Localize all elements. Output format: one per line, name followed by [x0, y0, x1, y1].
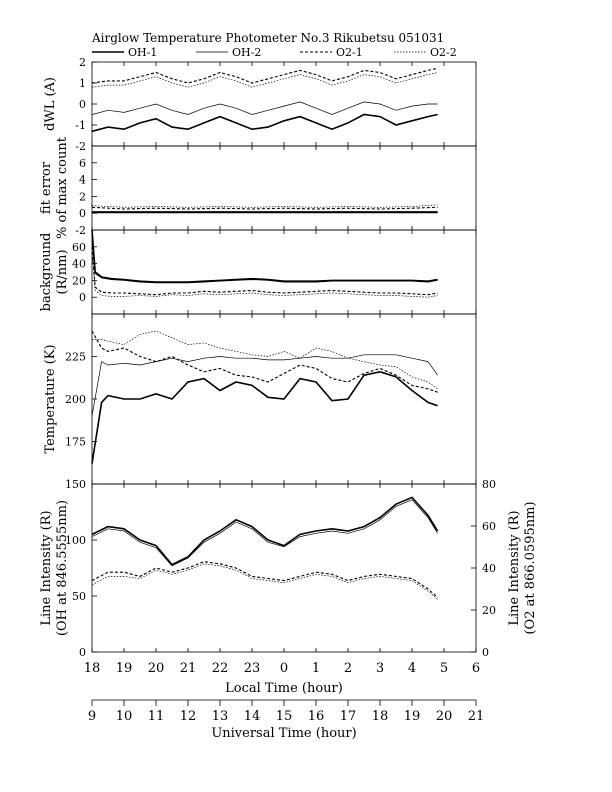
- legend-label-o2-1: O2-1: [336, 46, 363, 59]
- universal-time-tick-label: 18: [372, 709, 389, 724]
- y-tick-label: -1: [75, 119, 86, 132]
- series-line-oh-1: [91, 370, 438, 464]
- local-time-tick-label: 18: [84, 661, 101, 676]
- series-line-o2-2: [92, 330, 438, 390]
- y-tick-label: 6: [79, 157, 86, 170]
- chart-title: Airglow Temperature Photometer No.3 Riku…: [91, 31, 444, 45]
- universal-time-tick-label: 12: [180, 709, 197, 724]
- local-time-tick-label: 22: [212, 661, 229, 676]
- y-axis-label: Temperature (K): [43, 344, 58, 453]
- universal-time-tick-label: 20: [436, 709, 453, 724]
- local-time-tick-label: 1: [312, 661, 320, 676]
- local-time-tick-label: 21: [180, 661, 197, 676]
- universal-time-tick-label: 13: [212, 709, 229, 724]
- y-axis-label-2: (OH at 846.5555nm): [55, 500, 70, 636]
- local-time-tick-label: 0: [280, 661, 288, 676]
- local-time-tick-label: 19: [116, 661, 133, 676]
- local-time-tick-label: 5: [440, 661, 448, 676]
- y-tick-label: -2: [75, 224, 86, 237]
- legend-label-oh-2: OH-2: [232, 46, 261, 59]
- y-tick-label: 1: [79, 77, 86, 90]
- y-right-tick-label: 40: [482, 562, 496, 575]
- y-tick-label: 0: [79, 646, 86, 659]
- universal-time-tick-label: 11: [148, 709, 165, 724]
- series-line-o2-1: [91, 206, 438, 210]
- legend-label-oh-1: OH-1: [128, 46, 157, 59]
- local-time-tick-label: 6: [472, 661, 480, 676]
- series-line-oh-2: [91, 499, 438, 567]
- y-tick-label: 0: [79, 207, 86, 220]
- universal-time-tick-label: 19: [404, 709, 421, 724]
- local-time-tick-label: 3: [376, 661, 384, 676]
- y-right-tick-label: 0: [482, 646, 489, 659]
- y-axis-label-2: (R/nm): [55, 249, 70, 294]
- universal-time-tick-label: 9: [88, 709, 96, 724]
- y-tick-label: 2: [79, 190, 86, 203]
- y-axis-label-2: % of max count: [55, 136, 70, 239]
- y-axis-label: dWL (A): [43, 77, 58, 131]
- y-right-tick-label: 60: [482, 520, 496, 533]
- series-line-o2-1: [91, 330, 438, 393]
- y-tick-label: 175: [65, 436, 86, 449]
- local-time-axis-label: Local Time (hour): [225, 681, 343, 696]
- panel-frame: [91, 145, 477, 231]
- y-tick-label: 150: [65, 478, 86, 491]
- y-tick-label: 200: [65, 393, 86, 406]
- series-line-oh-2: [91, 234, 438, 284]
- series-line-oh-1: [91, 229, 438, 283]
- series-line-oh-2: [91, 354, 438, 417]
- local-time-tick-label: 2: [344, 661, 352, 676]
- panel-frame: [91, 229, 477, 315]
- universal-time-tick-label: 16: [308, 709, 325, 724]
- local-time-tick-label: 23: [244, 661, 261, 676]
- panel-3: 0 20 40 60 background (R/nm): [39, 229, 477, 315]
- local-time-tick-label: 20: [148, 661, 165, 676]
- legend-label-o2-2: O2-2: [430, 46, 457, 59]
- panel-frame: [91, 61, 477, 147]
- universal-time-tick-label: 14: [244, 709, 261, 724]
- y-tick-label: 40: [72, 258, 86, 271]
- panel-4: 175 200 225 Temperature (K): [43, 313, 477, 485]
- series-line-o2-2: [91, 250, 438, 298]
- legend: OH-1 OH-2 O2-1 O2-2: [92, 46, 457, 59]
- y-tick-label: 100: [65, 534, 86, 547]
- series-line-o2-2: [91, 563, 438, 600]
- y-tick-label: 20: [72, 274, 86, 287]
- local-time-tick-label: 4: [408, 661, 416, 676]
- y-tick-label: 225: [65, 351, 86, 364]
- panel-frame: [91, 483, 477, 653]
- series-line-oh-1: [91, 496, 439, 566]
- y-right-tick-label: 20: [482, 604, 496, 617]
- panel-2: -2 0 2 4 6 fit error% of max count: [39, 136, 477, 239]
- universal-time-tick-label: 21: [468, 709, 485, 724]
- y-tick-label: 0: [79, 98, 86, 111]
- series-line-oh-2: [91, 101, 438, 115]
- y-right-axis-label-2: (O2 at 866.0595nm): [523, 501, 538, 634]
- y-axis-label: fit error: [39, 161, 54, 214]
- universal-time-tick-label: 17: [340, 709, 357, 724]
- y-right-tick-label: 80: [482, 478, 496, 491]
- y-tick-label: 60: [72, 241, 86, 254]
- series-line-o2-1: [91, 561, 438, 598]
- chart-panels: -2 -1 0 1 2 dWL (A) -2 0 2 4 6 fit error% of max co…: [39, 56, 538, 659]
- y-axis-label: background: [39, 233, 54, 312]
- y-axis-label: Line Intensity (R): [39, 510, 54, 625]
- universal-time-tick-label: 15: [276, 709, 293, 724]
- y-tick-label: 2: [79, 56, 86, 69]
- y-tick-label: 50: [72, 590, 86, 603]
- universal-time-axis-label: Universal Time (hour): [211, 726, 356, 741]
- y-right-axis-label: Line Intensity (R): [507, 510, 522, 625]
- panel-1: -2 -1 0 1 2 dWL (A): [43, 56, 477, 153]
- y-tick-label: -2: [75, 140, 86, 153]
- series-line-o2-1: [91, 246, 438, 296]
- series-line-o2-2: [91, 204, 438, 208]
- series-line-o2-1: [91, 67, 438, 84]
- y-tick-label: 4: [79, 174, 86, 187]
- universal-time-tick-label: 10: [116, 709, 133, 724]
- series-line-oh-1: [91, 113, 438, 133]
- y-tick-label: 0: [79, 291, 86, 304]
